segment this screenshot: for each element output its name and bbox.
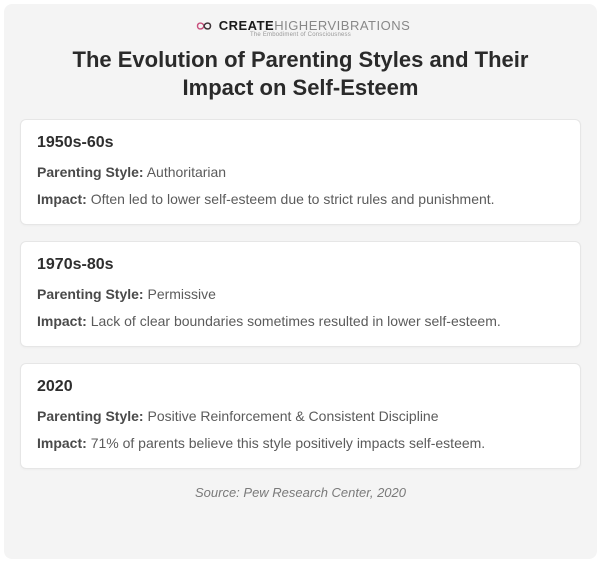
style-row: Parenting Style: Permissive (37, 284, 564, 305)
logo-bold: CREATE (219, 18, 274, 33)
impact-label: Impact: (37, 313, 87, 329)
era-heading: 1970s-80s (37, 256, 564, 274)
style-row: Parenting Style: Positive Reinforcement … (37, 406, 564, 427)
impact-label: Impact: (37, 191, 87, 207)
logo-tagline: The Embodiment of Consciousness (250, 32, 351, 38)
style-label: Parenting Style: (37, 408, 144, 424)
era-heading: 1950s-60s (37, 134, 564, 152)
era-card: 1970s-80s Parenting Style: Permissive Im… (20, 241, 581, 347)
logo-light: HIGHERVIBRATIONS (274, 18, 410, 33)
style-label: Parenting Style: (37, 286, 144, 302)
logo-top-row: CREATEHIGHERVIBRATIONS (191, 18, 411, 33)
era-heading: 2020 (37, 378, 564, 396)
impact-label: Impact: (37, 435, 87, 451)
impact-value: Lack of clear boundaries sometimes resul… (91, 313, 501, 329)
style-row: Parenting Style: Authoritarian (37, 162, 564, 183)
logo: CREATEHIGHERVIBRATIONS The Embodiment of… (191, 18, 411, 38)
impact-row: Impact: Lack of clear boundaries sometim… (37, 311, 564, 332)
infinity-icon (191, 19, 217, 33)
page-container: CREATEHIGHERVIBRATIONS The Embodiment of… (4, 4, 597, 559)
logo-block: CREATEHIGHERVIBRATIONS The Embodiment of… (20, 18, 581, 38)
style-label: Parenting Style: (37, 164, 144, 180)
era-card: 2020 Parenting Style: Positive Reinforce… (20, 363, 581, 469)
impact-row: Impact: 71% of parents believe this styl… (37, 433, 564, 454)
impact-value: 71% of parents believe this style positi… (91, 435, 486, 451)
impact-value: Often led to lower self-esteem due to st… (91, 191, 495, 207)
style-value: Authoritarian (147, 164, 226, 180)
logo-text: CREATEHIGHERVIBRATIONS (219, 18, 411, 33)
impact-row: Impact: Often led to lower self-esteem d… (37, 189, 564, 210)
page-title: The Evolution of Parenting Styles and Th… (40, 46, 561, 101)
source-citation: Source: Pew Research Center, 2020 (20, 485, 581, 500)
style-value: Positive Reinforcement & Consistent Disc… (147, 408, 438, 424)
era-card: 1950s-60s Parenting Style: Authoritarian… (20, 119, 581, 225)
style-value: Permissive (147, 286, 215, 302)
